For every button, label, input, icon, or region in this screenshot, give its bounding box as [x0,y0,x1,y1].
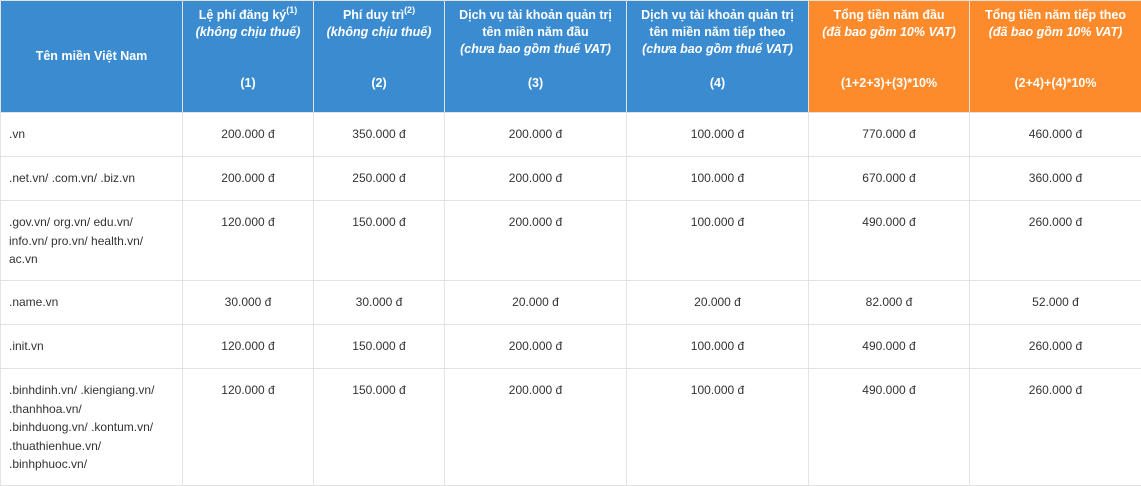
header-registration-code: (1) [240,76,255,90]
price-cell-svc-next: 100.000 đ [627,157,809,201]
domain-name-line: .net.vn/ .com.vn/ .biz.vn [9,169,176,188]
domain-name-line: .vn [9,125,176,144]
header-service-first-note: (chưa bao gồm thuế VAT) [460,42,611,56]
price-cell-maint: 30.000 đ [314,281,445,325]
price-cell-total-next: 360.000 đ [970,157,1141,201]
domain-name-cell: .binhdinh.vn/ .kiengiang.vn/.thanhhoa.vn… [1,369,183,486]
header-service-next-code: (4) [710,76,725,90]
header-service-first-line2: tên miền năm đầu [482,25,588,39]
header-maintenance-note: (không chịu thuế) [327,25,432,39]
price-cell-svc-next: 100.000 đ [627,201,809,281]
price-cell-reg: 120.000 đ [183,201,314,281]
domain-name-cell: .name.vn [1,281,183,325]
domain-name-line: .gov.vn/ org.vn/ edu.vn/ [9,213,176,232]
price-cell-svc-next: 100.000 đ [627,369,809,486]
header-service-next-year: Dịch vụ tài khoản quản trị tên miền năm … [627,1,809,113]
price-cell-svc-first: 200.000 đ [445,325,627,369]
header-total-next-year: Tổng tiền năm tiếp theo (đã bao gồm 10% … [970,1,1141,113]
header-maintenance-sup: (2) [404,5,415,15]
domain-name-line: .binhduong.vn/ .kontum.vn/ [9,418,176,437]
domain-name-line: .thuathienhue.vn/ [9,437,176,456]
domain-name-line: .init.vn [9,337,176,356]
header-maintenance-code: (2) [371,76,386,90]
price-cell-svc-first: 200.000 đ [445,369,627,486]
domain-name-cell: .net.vn/ .com.vn/ .biz.vn [1,157,183,201]
table-row: .gov.vn/ org.vn/ edu.vn/info.vn/ pro.vn/… [1,201,1141,281]
header-service-first-code: (3) [528,76,543,90]
domain-name-line: info.vn/ pro.vn/ health.vn/ [9,232,176,251]
price-cell-total-next: 260.000 đ [970,369,1141,486]
header-total-first-year: Tổng tiền năm đầu (đã bao gồm 10% VAT) (… [809,1,970,113]
price-cell-reg: 200.000 đ [183,113,314,157]
price-cell-maint: 150.000 đ [314,369,445,486]
header-maintenance-title: Phí duy trì [343,8,404,22]
price-cell-maint: 150.000 đ [314,325,445,369]
domain-name-cell: .gov.vn/ org.vn/ edu.vn/info.vn/ pro.vn/… [1,201,183,281]
header-maintenance-fee: Phí duy trì(2) (không chịu thuế) (2) [314,1,445,113]
domain-name-line: .name.vn [9,293,176,312]
price-cell-total-first: 490.000 đ [809,369,970,486]
header-registration-note: (không chịu thuế) [196,25,301,39]
price-cell-svc-first: 200.000 đ [445,113,627,157]
price-cell-total-next: 52.000 đ [970,281,1141,325]
header-service-first-line1: Dịch vụ tài khoản quản trị [459,8,612,22]
price-cell-total-next: 460.000 đ [970,113,1141,157]
domain-name-line: .binhdinh.vn/ .kiengiang.vn/ [9,381,176,400]
header-registration-fee: Lệ phí đăng ký(1) (không chịu thuế) (1) [183,1,314,113]
price-cell-total-first: 770.000 đ [809,113,970,157]
header-registration-title: Lệ phí đăng ký [199,8,287,22]
domain-name-cell: .vn [1,113,183,157]
price-cell-total-first: 82.000 đ [809,281,970,325]
price-cell-total-first: 490.000 đ [809,201,970,281]
price-cell-total-next: 260.000 đ [970,325,1141,369]
price-cell-reg: 30.000 đ [183,281,314,325]
header-service-first-year: Dịch vụ tài khoản quản trị tên miền năm … [445,1,627,113]
price-cell-maint: 250.000 đ [314,157,445,201]
header-total-next-title: Tổng tiền năm tiếp theo [985,8,1126,22]
price-cell-total-first: 670.000 đ [809,157,970,201]
price-cell-svc-next: 100.000 đ [627,325,809,369]
price-cell-maint: 150.000 đ [314,201,445,281]
price-cell-total-next: 260.000 đ [970,201,1141,281]
price-cell-svc-first: 200.000 đ [445,201,627,281]
price-cell-reg: 120.000 đ [183,325,314,369]
price-cell-svc-first: 20.000 đ [445,281,627,325]
domain-name-line: ac.vn [9,250,176,269]
price-cell-svc-next: 100.000 đ [627,113,809,157]
domain-name-line: .binhphuoc.vn/ [9,455,176,474]
price-cell-reg: 120.000 đ [183,369,314,486]
price-cell-maint: 350.000 đ [314,113,445,157]
header-registration-sup: (1) [286,5,297,15]
header-total-first-title: Tổng tiền năm đầu [833,8,944,22]
header-total-first-note: (đã bao gồm 10% VAT) [822,25,956,39]
table-row: .binhdinh.vn/ .kiengiang.vn/.thanhhoa.vn… [1,369,1141,486]
header-domain: Tên miền Việt Nam [1,1,183,113]
price-cell-svc-first: 200.000 đ [445,157,627,201]
price-cell-total-first: 490.000 đ [809,325,970,369]
domain-name-cell: .init.vn [1,325,183,369]
header-row: Tên miền Việt Nam Lệ phí đăng ký(1) (khô… [1,1,1141,113]
header-service-next-line1: Dịch vụ tài khoản quản trị [641,8,794,22]
price-cell-reg: 200.000 đ [183,157,314,201]
header-total-next-note: (đã bao gồm 10% VAT) [989,25,1123,39]
header-service-next-line2: tên miền năm tiếp theo [649,25,785,39]
header-service-next-note: (chưa bao gồm thuế VAT) [642,42,793,56]
price-cell-svc-next: 20.000 đ [627,281,809,325]
header-total-next-formula: (2+4)+(4)*10% [1015,76,1097,90]
domain-name-line: .thanhhoa.vn/ [9,400,176,419]
header-total-first-formula: (1+2+3)+(3)*10% [841,76,937,90]
